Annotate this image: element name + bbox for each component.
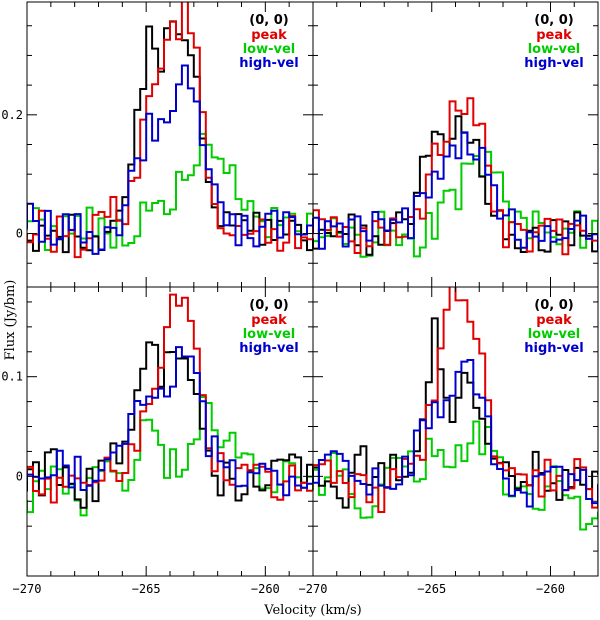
y-axis-label: Flux (Jy/bm)	[3, 280, 18, 361]
series-group	[27, 2, 313, 259]
legend-entry-peak: peak	[251, 313, 287, 328]
panel-bottom-left: 0 0.1 −270 −265 −260 (0, 0)peaklow-velhigh-ve…	[1, 286, 314, 596]
series-high-vel	[27, 346, 313, 497]
legend-title: (0, 0)	[249, 13, 288, 28]
x-tick-label: −265	[417, 582, 446, 596]
x-tick-label: −260	[251, 582, 280, 596]
legend-entry-peak: peak	[536, 313, 572, 328]
series-peak	[313, 287, 598, 513]
x-tick-label: −265	[132, 582, 161, 596]
series-high-vel	[313, 359, 598, 508]
series-high-vel	[313, 131, 598, 252]
series-peak	[27, 293, 313, 504]
series-group	[313, 97, 598, 258]
series-peak	[313, 97, 598, 256]
legend-entry-peak: peak	[251, 28, 287, 43]
y-tick-label: 0	[16, 227, 23, 241]
legend-entry-high-vel: high-vel	[524, 56, 583, 71]
x-axis-label: Velocity (km/s)	[263, 603, 361, 618]
y-tick-label: 0.2	[1, 108, 23, 122]
x-tick-label: −270	[13, 582, 42, 596]
series-group	[313, 287, 598, 531]
legend-entry-high-vel: high-vel	[239, 56, 298, 71]
legend-entry-low-vel: low-vel	[528, 42, 581, 57]
series-low-vel	[27, 132, 313, 251]
legend-entry-high-vel: high-vel	[239, 341, 298, 356]
legend-entry-low-vel: low-vel	[243, 42, 296, 57]
x-tick-label: −260	[536, 582, 565, 596]
legend-entry-peak: peak	[536, 28, 572, 43]
legend-title: (0, 0)	[534, 13, 573, 28]
y-tick-label: 0.1	[1, 370, 23, 384]
x-tick-label: −270	[299, 582, 328, 596]
series-low-vel	[313, 420, 598, 531]
series-high-vel	[27, 64, 313, 255]
legend-title: (0, 0)	[249, 298, 288, 313]
y-tick-label: 0	[16, 469, 23, 483]
legend-entry-high-vel: high-vel	[524, 341, 583, 356]
legend-title: (0, 0)	[534, 298, 573, 313]
series--0-0	[27, 341, 313, 509]
series--0-0	[313, 115, 598, 256]
series-group	[27, 293, 313, 517]
legend-entry-low-vel: low-vel	[528, 327, 581, 342]
legend-entry-low-vel: low-vel	[243, 327, 296, 342]
